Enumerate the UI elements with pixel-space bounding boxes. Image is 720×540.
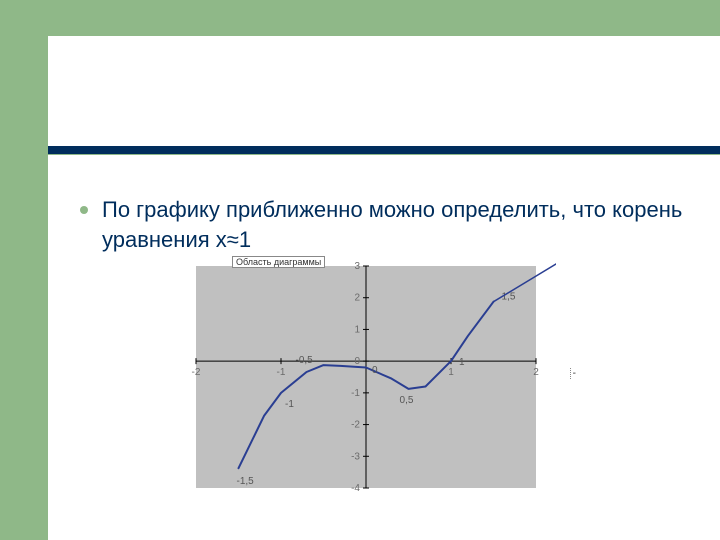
chart-svg: -2-112-4-3-2-10123-1,5-1-0,500,511,5 bbox=[186, 258, 556, 496]
chart-container: Область диаграммы -2 -1 1 2 -4 -3 -2 -1 0 1 2 3 -1,5… bbox=[186, 258, 556, 496]
svg-text:0,5: 0,5 bbox=[400, 395, 414, 406]
svg-text:1: 1 bbox=[459, 357, 465, 368]
svg-text:-4: -4 bbox=[351, 483, 360, 494]
body-text-block: По графику приближенно можно определить,… bbox=[80, 195, 690, 254]
bullet-item: По графику приближенно можно определить,… bbox=[80, 195, 690, 254]
chart-area-label: Область диаграммы bbox=[232, 256, 325, 268]
svg-text:-1,5: -1,5 bbox=[237, 476, 255, 487]
svg-text:-2: -2 bbox=[192, 367, 201, 378]
svg-text:-1: -1 bbox=[351, 388, 360, 399]
svg-text:2: 2 bbox=[354, 293, 360, 304]
divider-bar bbox=[48, 146, 720, 154]
svg-text:0: 0 bbox=[372, 365, 378, 376]
bullet-icon bbox=[80, 206, 88, 214]
svg-text:2: 2 bbox=[533, 367, 539, 378]
svg-text:-2: -2 bbox=[351, 420, 360, 431]
svg-text:3: 3 bbox=[354, 261, 360, 272]
svg-text:-1: -1 bbox=[285, 399, 294, 410]
legend-stub: - bbox=[570, 368, 576, 379]
svg-text:1: 1 bbox=[354, 324, 360, 335]
title-area bbox=[48, 36, 720, 146]
svg-text:-3: -3 bbox=[351, 451, 360, 462]
svg-text:1: 1 bbox=[448, 367, 454, 378]
svg-text:-1: -1 bbox=[277, 367, 286, 378]
svg-text:-0,5: -0,5 bbox=[296, 355, 314, 366]
slide-page: По графику приближенно можно определить,… bbox=[0, 0, 720, 540]
svg-text:0: 0 bbox=[354, 356, 360, 367]
body-text: По графику приближенно можно определить,… bbox=[102, 195, 690, 254]
